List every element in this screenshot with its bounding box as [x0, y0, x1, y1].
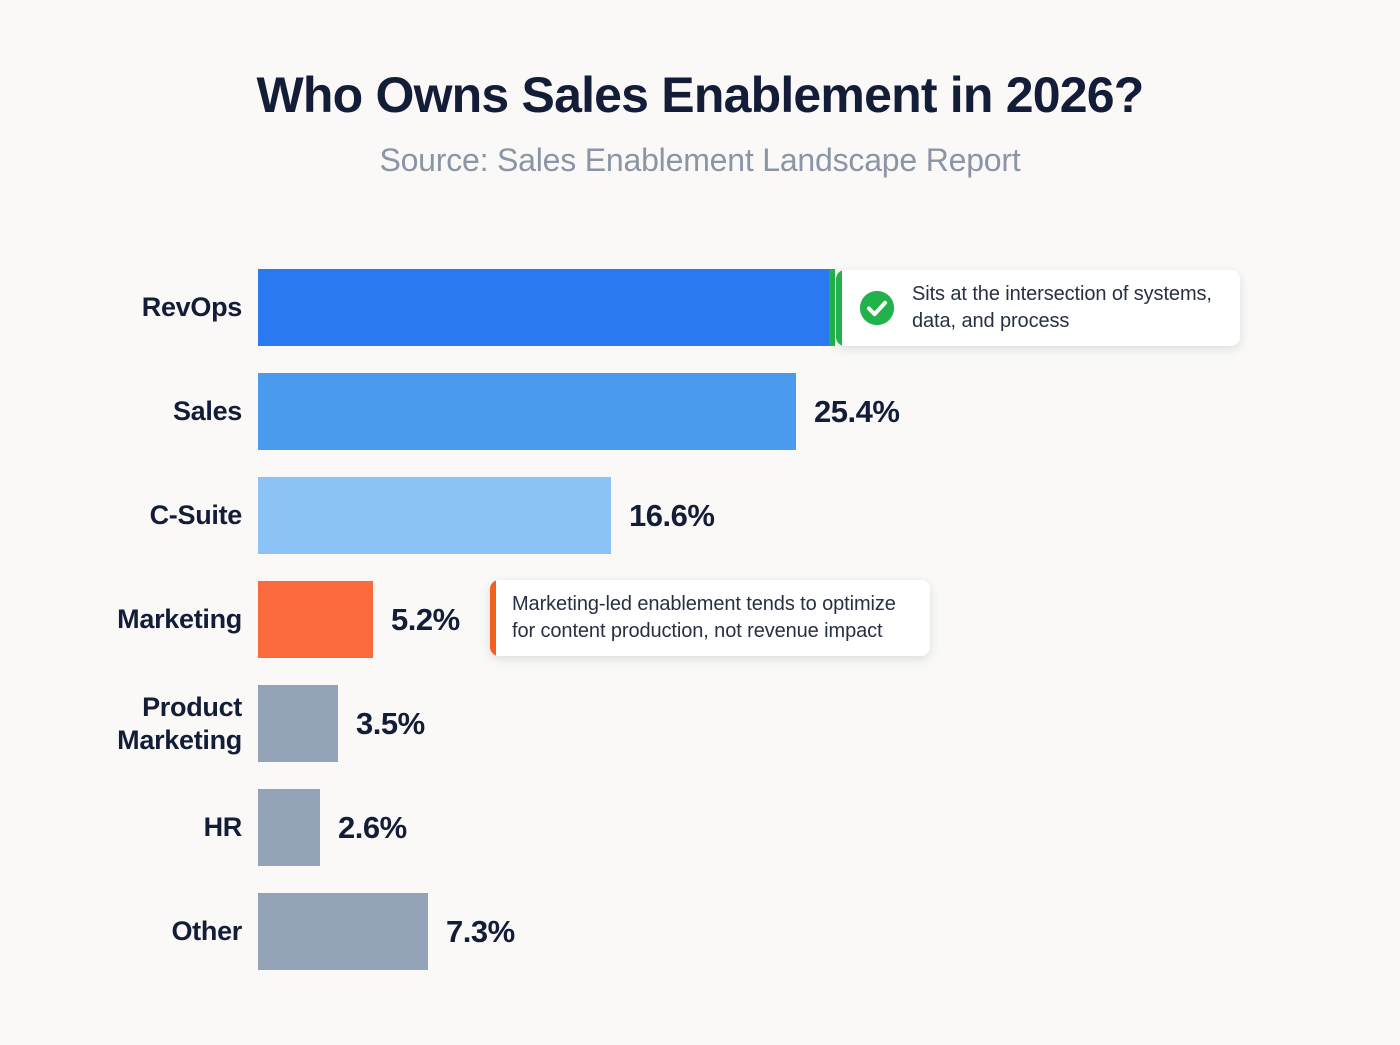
check-circle-icon — [859, 290, 895, 326]
bar-row: Product Marketing 3.5% — [0, 685, 1400, 762]
bar-row: Sales 25.4% — [0, 373, 1400, 450]
value-label-hr: 2.6% — [338, 809, 407, 845]
category-label-hr: HR — [203, 812, 243, 843]
bar-row: RevOps39.4% — [0, 269, 1400, 346]
bar-c-suite[interactable] — [258, 477, 611, 554]
chart-header: Who Owns Sales Enablement in 2026? Sourc… — [0, 70, 1400, 179]
bar-sales[interactable] — [258, 373, 796, 450]
callout-text-marketing: Marketing-led enablement tends to optimi… — [512, 593, 896, 642]
bar-row: HR 2.6% — [0, 789, 1400, 866]
value-label-other: 7.3% — [446, 913, 515, 949]
value-label-c-suite: 16.6% — [629, 497, 715, 533]
category-label-marketing: Marketing — [117, 604, 242, 635]
bar-row: Marketing 5.2% — [0, 581, 1400, 658]
page-title: Who Owns Sales Enablement in 2026? — [256, 67, 1145, 123]
value-label-sales: 25.4% — [814, 393, 900, 429]
chart-subtitle: Source: Sales Enablement Landscape Repor… — [379, 142, 1021, 178]
bar-end-accent — [829, 269, 835, 346]
bar-other[interactable] — [258, 893, 428, 970]
value-label-product-marketing: 3.5% — [356, 705, 425, 741]
category-label-c-suite: C-Suite — [149, 500, 243, 531]
callout-accent-bar — [490, 580, 496, 656]
bar-hr[interactable] — [258, 789, 320, 866]
category-label-other: Other — [171, 916, 242, 947]
bar-revops[interactable] — [258, 269, 835, 346]
callout-text-revops: Sits at the intersection of systems, dat… — [912, 283, 1212, 332]
value-label-marketing: 5.2% — [391, 601, 460, 637]
bar-chart-plot-area: RevOps39.4% Sales 25.4% C-Suite 16.6% Marketi… — [0, 269, 1400, 999]
category-label-revops: RevOps — [141, 292, 243, 323]
bar-marketing[interactable] — [258, 581, 373, 658]
bar-row: Other 7.3% — [0, 893, 1400, 970]
bar-row: C-Suite 16.6% — [0, 477, 1400, 554]
callout-accent-bar — [836, 270, 842, 346]
category-label-product-marketing: Product Marketing — [117, 691, 242, 755]
category-label-sales: Sales — [172, 396, 242, 427]
bar-product-marketing[interactable] — [258, 685, 338, 762]
callout-card-marketing: Marketing-led enablement tends to optimi… — [490, 580, 930, 656]
callout-card-revops: Sits at the intersection of systems, dat… — [836, 270, 1240, 346]
